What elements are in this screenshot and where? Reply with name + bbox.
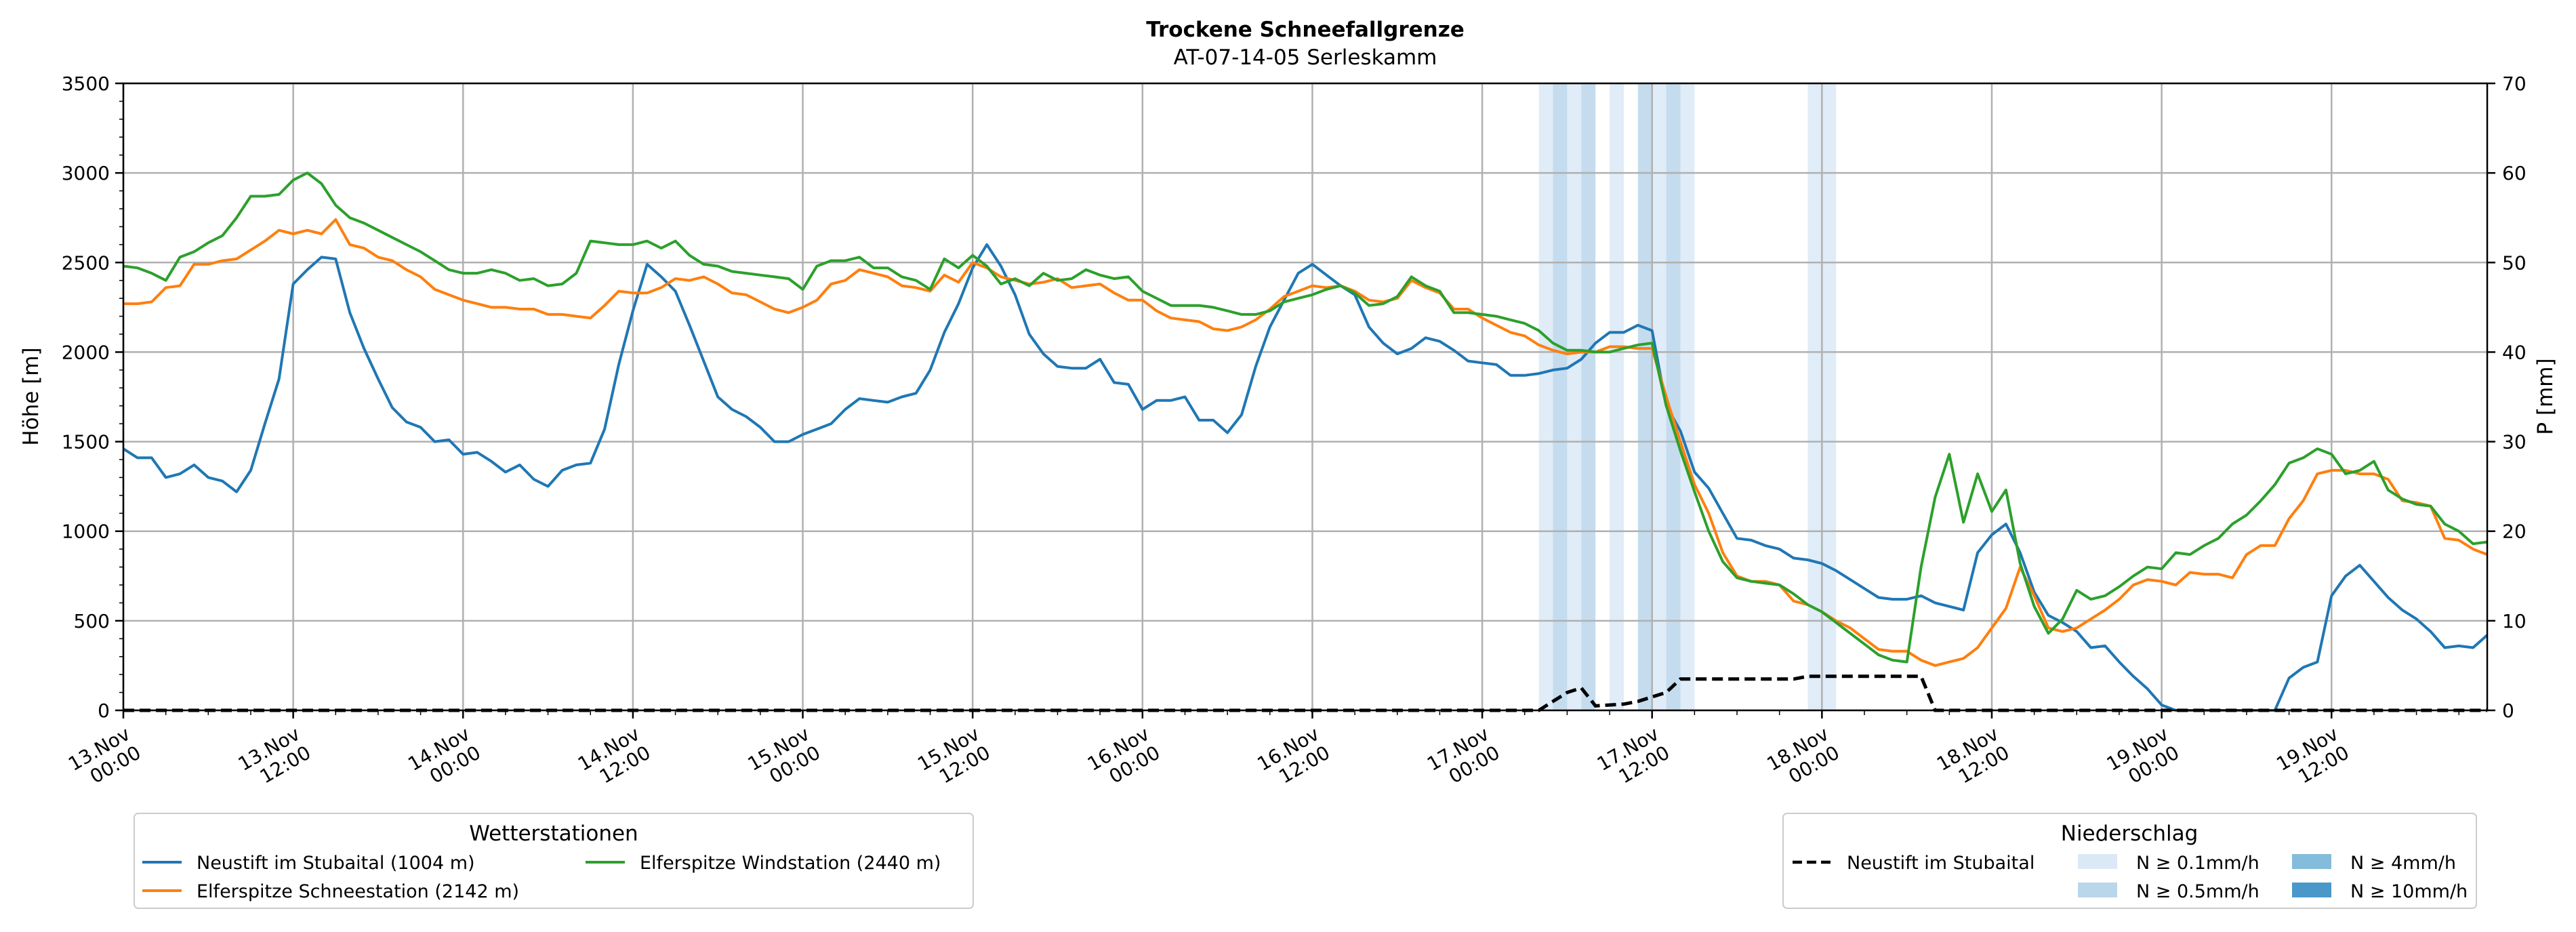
precip-band-3 [1581,83,1596,710]
precip-band-0 [1538,83,1553,710]
y-right-tick-label-5: 50 [2502,251,2527,274]
legend-label-windstation: Elferspitze Windstation (2440 m) [640,853,941,874]
legend-label-schneestation: Elferspitze Schneestation (2142 m) [197,881,519,902]
precip-band-5 [1637,83,1652,710]
series-line-2 [123,171,2488,664]
y-tick-label-1: 500 [74,610,110,632]
y-right-tick-label-4: 40 [2502,341,2527,363]
legend-swatch-10 [2292,883,2331,897]
precip-legend-title: Niederschlag [2061,822,2199,846]
station-legend-box [134,813,974,909]
y-tick-label-2: 1000 [62,521,110,543]
y-right-tick-label-0: 0 [2502,700,2514,722]
station-legend: Wetterstationen Neustift im Stubaital (1… [134,813,974,909]
legend-label-4: N ≥ 4mm/h [2350,853,2456,874]
y-right-tick-label-1: 10 [2502,610,2527,632]
y-tick-label-7: 3500 [62,73,110,95]
chart-subtitle: AT-07-14-05 Serleskamm [1174,45,1437,70]
legend-label-0-5: N ≥ 0.5mm/h [2136,881,2260,902]
precip-band-6 [1652,83,1667,710]
y-right-tick-label-7: 70 [2502,73,2527,95]
precip-band-8 [1680,83,1695,710]
precip-legend: Niederschlag Neustift im Stubaital N ≥ 0… [1782,813,2477,909]
precip-band-4 [1610,83,1624,710]
legend-swatch-4 [2292,854,2331,869]
y-axis-label: Höhe [m] [19,347,43,445]
chart-title: Trockene Schneefallgrenze [1146,18,1465,42]
precip-band-2 [1567,83,1582,710]
precip-line [123,674,2487,712]
legend-label-neustift: Neustift im Stubaital (1004 m) [197,853,475,874]
plot-frame [122,82,2489,712]
legend-swatch-0-5 [2078,883,2117,897]
legend-swatch-0-1 [2078,854,2117,869]
station-legend-title: Wetterstationen [469,822,638,846]
y-axis-left: 0 500 1000 1500 2000 2500 3000 3500 [62,73,123,722]
y-tick-label-0: 0 [98,700,110,722]
legend-label-0-1: N ≥ 0.1mm/h [2136,853,2260,874]
series-line-0 [122,243,2489,712]
y-right-tick-label-2: 20 [2502,521,2527,543]
y-right-tick-label-3: 30 [2502,431,2527,453]
y-tick-label-6: 3000 [62,162,110,184]
precip-band-7 [1666,83,1681,710]
legend-label-10: N ≥ 10mm/h [2350,881,2468,902]
legend-label-precip: Neustift im Stubaital [1847,853,2035,874]
y-tick-label-3: 1500 [62,431,110,453]
y-axis-label-right: P [mm] [2533,358,2558,434]
station-lines [122,171,2489,712]
y-axis-right: 0 10 20 30 40 50 60 70 [2487,73,2527,722]
y-right-tick-label-6: 60 [2502,162,2527,184]
y-tick-label-4: 2000 [62,341,110,363]
precip-band-1 [1553,83,1568,710]
series-line-1 [123,218,2488,667]
y-tick-label-5: 2500 [62,251,110,274]
